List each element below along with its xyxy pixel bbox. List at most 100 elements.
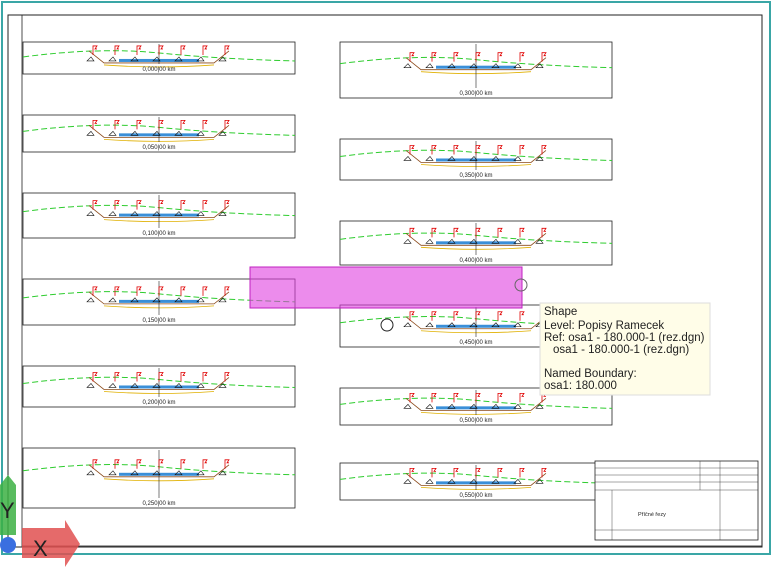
label-flag [224, 459, 230, 469]
slope-mark [86, 211, 95, 216]
slope-mark [152, 56, 161, 62]
title-block: Příčné řezy [594, 460, 759, 541]
axis-x-label: X [33, 536, 48, 561]
slope-mark [469, 478, 478, 484]
sheet-frame [21, 14, 763, 547]
label-flag [431, 52, 437, 62]
slope-mark [403, 63, 412, 68]
slope-mark [425, 478, 434, 484]
slope-mark [218, 211, 227, 216]
slope-mark [108, 211, 117, 216]
label-flag [158, 119, 164, 130]
highlight-shape[interactable] [249, 266, 523, 309]
slope-mark [513, 322, 522, 328]
slope-mark [491, 478, 500, 484]
label-flag [180, 372, 186, 382]
cross-section: 0,350|00 km [339, 138, 613, 181]
tooltip-line: osa1: 180.000 [544, 380, 617, 392]
label-flag [114, 119, 120, 130]
slope-mark [108, 130, 117, 136]
slope-mark [218, 470, 227, 476]
slope-mark [218, 130, 227, 136]
tooltip-line: Level: Popisy Ramecek [544, 320, 664, 332]
label-flag [453, 392, 459, 403]
label-flag [431, 467, 437, 478]
label-flag [497, 227, 503, 238]
label-flag [541, 467, 547, 478]
label-flag [453, 227, 459, 238]
label-flag [114, 459, 120, 469]
label-flag [497, 145, 503, 155]
slope-mark [152, 383, 161, 388]
section-label: 0,450|00 km [460, 340, 493, 346]
snap-point [514, 278, 528, 292]
view-border [1, 1, 771, 555]
label-flag [136, 45, 142, 55]
label-flag [431, 392, 437, 403]
label-flag [409, 145, 415, 155]
section-frame [22, 447, 296, 509]
section-label: 0,200|00 km [143, 400, 176, 406]
slope-mark [447, 63, 456, 68]
label-flag [180, 459, 186, 469]
slope-mark [152, 211, 161, 216]
cursor [380, 318, 394, 332]
label-flag [180, 119, 186, 130]
section-frame [22, 365, 296, 408]
section-label: 0,100|00 km [143, 231, 176, 237]
label-flag [497, 392, 503, 403]
section-label: 0,050|00 km [143, 145, 176, 151]
slope-mark [152, 297, 161, 303]
slope-mark [425, 63, 434, 68]
section-frame [339, 138, 613, 181]
slope-mark [491, 63, 500, 68]
label-flag [136, 200, 142, 210]
label-flag [180, 45, 186, 55]
cross-section: 0,150|00 km [22, 278, 296, 326]
section-label: 0,000|00 km [143, 67, 176, 73]
label-flag [92, 286, 98, 296]
section-frame [22, 114, 296, 153]
slope-mark [425, 238, 434, 244]
slope-mark [403, 478, 412, 484]
subgrade [103, 64, 215, 68]
label-flag [224, 45, 230, 55]
cross-section: 0,100|00 km [22, 192, 296, 239]
label-flag [136, 459, 142, 469]
slope-mark [535, 156, 544, 161]
label-flag [92, 200, 98, 210]
section-label: 0,150|00 km [143, 318, 176, 324]
label-flag [224, 286, 230, 296]
slope-mark [447, 156, 456, 161]
label-flag [519, 467, 525, 478]
label-flag [136, 286, 142, 296]
slope-mark [86, 297, 95, 303]
tooltip-line: Ref: osa1 - 180.000-1 (rez.dgn) [544, 332, 705, 344]
slope-mark [152, 470, 161, 476]
slope-mark [196, 383, 205, 388]
cross-section: 0,300|00 km [339, 41, 613, 99]
slope-mark [425, 156, 434, 161]
section-frame [339, 387, 613, 426]
slope-mark [86, 130, 95, 136]
slope-mark [403, 322, 412, 328]
slope-mark [469, 63, 478, 68]
label-flag [475, 311, 481, 321]
slope-mark [86, 383, 95, 388]
slope-mark [425, 403, 434, 409]
slope-mark [447, 238, 456, 244]
tooltip: Shape Level: Popisy Ramecek Ref: osa1 - … [539, 302, 711, 396]
slope-mark [196, 56, 205, 62]
slope-mark [447, 478, 456, 484]
slope-mark [196, 470, 205, 476]
label-flag [158, 286, 164, 296]
slope-mark [535, 403, 544, 409]
cross-section: 0,200|00 km [22, 365, 296, 408]
slope-mark [108, 56, 117, 62]
label-flag [541, 145, 547, 155]
slope-mark [108, 470, 117, 476]
tooltip-line: Named Boundary: [544, 368, 637, 380]
label-flag [431, 311, 437, 321]
